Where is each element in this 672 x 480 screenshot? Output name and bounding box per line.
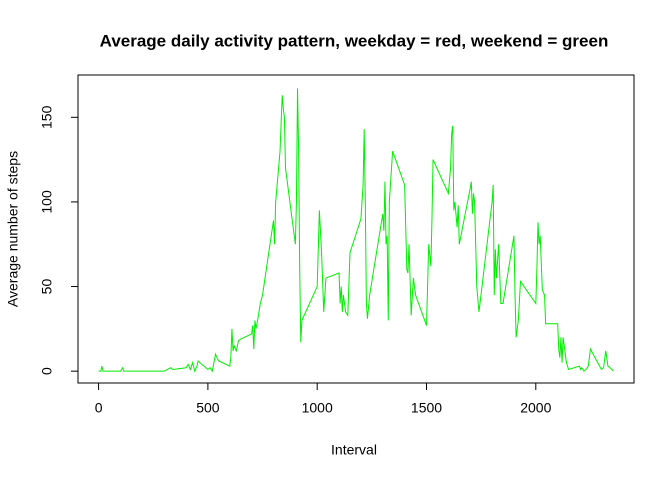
x-tick-label: 1500 (411, 400, 442, 416)
x-tick-label: 500 (196, 400, 220, 416)
x-tick-label: 0 (95, 400, 103, 416)
x-tick-label: 2000 (520, 400, 551, 416)
data-line (98, 88, 614, 373)
y-tick-label: 0 (39, 367, 55, 375)
chart-title: Average daily activity pattern, weekday … (100, 31, 609, 50)
y-tick-label: 50 (39, 279, 55, 295)
y-axis-label: Average number of steps (5, 151, 21, 307)
x-tick-label: 1000 (302, 400, 333, 416)
y-tick-label: 100 (39, 190, 55, 214)
y-tick-label: 150 (39, 105, 55, 129)
plot-box (77, 74, 635, 384)
x-axis-label: Interval (331, 442, 377, 458)
